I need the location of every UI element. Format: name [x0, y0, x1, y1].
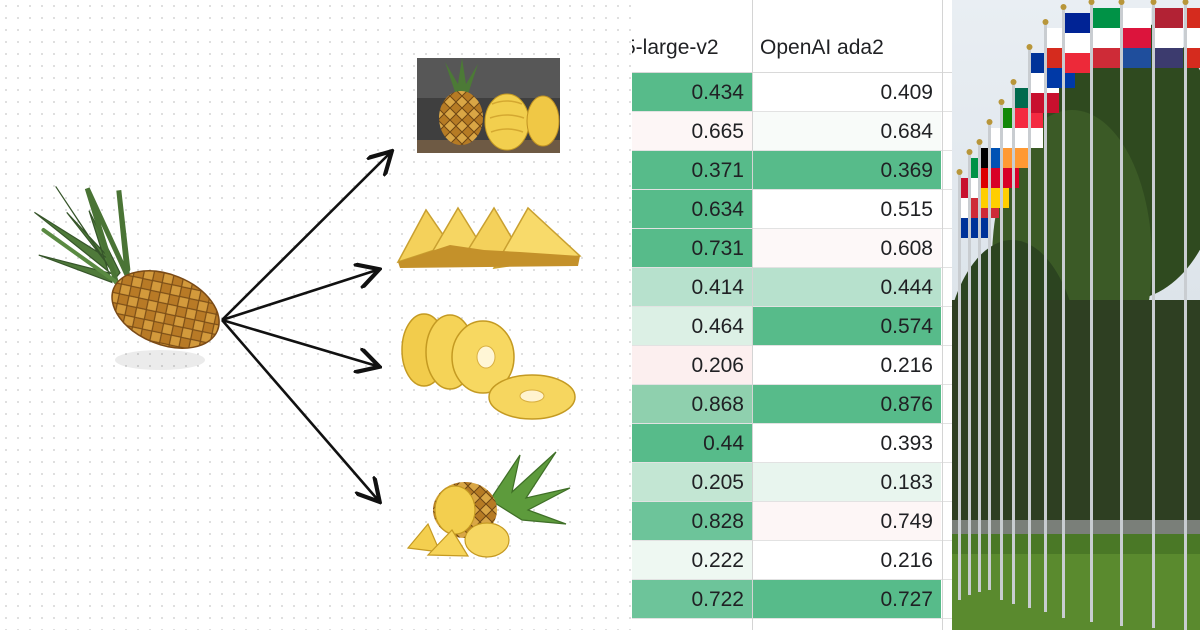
cell-openai[interactable]: 0.216 [753, 346, 941, 384]
table-row: 0.206 0.216 [632, 346, 952, 385]
flag-icon [1155, 28, 1183, 48]
table-row: 0.868 0.876 [632, 385, 952, 424]
cell-e5[interactable]: 0.665 [632, 112, 752, 150]
tree-icon [952, 20, 1200, 540]
flag-icon [1065, 33, 1093, 53]
cell-openai[interactable]: 0.876 [753, 385, 941, 423]
similarity-table: 5-large-v2 OpenAI ada2 0.434 0.409 0.665 0.… [632, 0, 952, 630]
cell-e5[interactable]: 0.464 [632, 307, 752, 345]
arrow-icon [221, 153, 390, 321]
cell-openai[interactable]: 0.515 [753, 190, 941, 228]
cell-openai[interactable]: 0.409 [753, 73, 941, 111]
flag-poles [956, 0, 1200, 630]
table-row: 0.464 0.574 [632, 307, 952, 346]
table-row: 0.731 0.608 [632, 229, 952, 268]
column-header-openai[interactable]: OpenAI ada2 [760, 36, 884, 59]
table-row: 0.371 0.369 [632, 151, 952, 190]
pineapple-rings-icon [401, 313, 576, 420]
table-row: 0.44 0.393 [632, 424, 952, 463]
flag-icon [1123, 48, 1151, 68]
pineapple-diagram-panel [0, 0, 632, 630]
flag-icon [1187, 48, 1200, 68]
cell-openai[interactable]: 0.216 [753, 541, 941, 579]
cell-e5[interactable]: 0.44 [632, 424, 752, 462]
table-row: 0.634 0.515 [632, 190, 952, 229]
arrow-icon [221, 318, 377, 366]
table-row: 0.222 0.216 [632, 541, 952, 580]
table-row: 0.205 0.183 [632, 463, 952, 502]
flag-pole-icon [1088, 0, 1121, 622]
table-row: 0.665 0.684 [632, 112, 952, 151]
cell-e5[interactable]: 0.434 [632, 73, 752, 111]
flag-icon [961, 218, 989, 238]
table-row: 0.828 0.749 [632, 502, 952, 541]
flag-icon [1093, 48, 1121, 68]
column-header-e5[interactable]: 5-large-v2 [632, 36, 719, 59]
pineapple-wedges-icon [396, 206, 582, 269]
arrow-icon [221, 319, 378, 500]
flag-pole-icon [1118, 0, 1151, 626]
flag-icon [1065, 13, 1093, 33]
table-row: 0.414 0.444 [632, 268, 952, 307]
flag-icon [1003, 148, 1031, 168]
flag-pole-icon [1182, 0, 1200, 630]
cell-e5[interactable]: 0.634 [632, 190, 752, 228]
cell-openai[interactable]: 0.684 [753, 112, 941, 150]
flag-pole-icon [1150, 0, 1183, 628]
similarity-table-panel: 5-large-v2 OpenAI ada2 0.434 0.409 0.665 0.… [632, 0, 952, 630]
column-divider [942, 0, 943, 630]
column-divider [752, 0, 753, 630]
table-row: 0.722 0.727 [632, 580, 952, 619]
cell-e5[interactable]: 0.414 [632, 268, 752, 306]
cell-openai[interactable]: 0.574 [753, 307, 941, 345]
whole-pineapple-icon [34, 186, 220, 370]
flag-icon [1093, 8, 1121, 28]
cell-e5[interactable]: 0.371 [632, 151, 752, 189]
cell-e5[interactable]: 0.731 [632, 229, 752, 267]
cell-openai[interactable]: 0.444 [753, 268, 941, 306]
flag-icon [1065, 53, 1093, 73]
flag-icon [1155, 48, 1183, 68]
flag-icon [981, 188, 1009, 208]
cell-openai[interactable]: 0.393 [753, 424, 941, 462]
flag-icon [1187, 28, 1200, 48]
cell-e5[interactable]: 0.828 [632, 502, 752, 540]
cell-e5[interactable]: 0.206 [632, 346, 752, 384]
arrow-icon [221, 270, 377, 322]
flag-icon [1123, 28, 1151, 48]
flag-icon [1187, 8, 1200, 28]
table-header-row: 5-large-v2 OpenAI ada2 [632, 0, 952, 73]
pineapple-diagram [34, 58, 582, 558]
flag-icon [1093, 28, 1121, 48]
cell-openai[interactable]: 0.727 [753, 580, 941, 618]
table-row: 0.434 0.409 [632, 73, 952, 112]
flag-icon [1123, 8, 1151, 28]
cell-openai[interactable]: 0.183 [753, 463, 941, 501]
cell-openai[interactable]: 0.369 [753, 151, 941, 189]
pineapple-halves-photo-icon [417, 58, 560, 153]
cell-e5[interactable]: 0.868 [632, 385, 752, 423]
cell-e5[interactable]: 0.222 [632, 541, 752, 579]
cell-e5[interactable]: 0.722 [632, 580, 752, 618]
cell-openai[interactable]: 0.608 [753, 229, 941, 267]
flags-photo [952, 0, 1200, 630]
flag-icon [1155, 8, 1183, 28]
flags-photo-panel [952, 0, 1200, 630]
cell-e5[interactable]: 0.205 [632, 463, 752, 501]
cut-pineapple-icon [406, 451, 571, 558]
cell-openai[interactable]: 0.749 [753, 502, 941, 540]
flag-pole-icon [1060, 4, 1093, 618]
arrows [221, 153, 390, 500]
